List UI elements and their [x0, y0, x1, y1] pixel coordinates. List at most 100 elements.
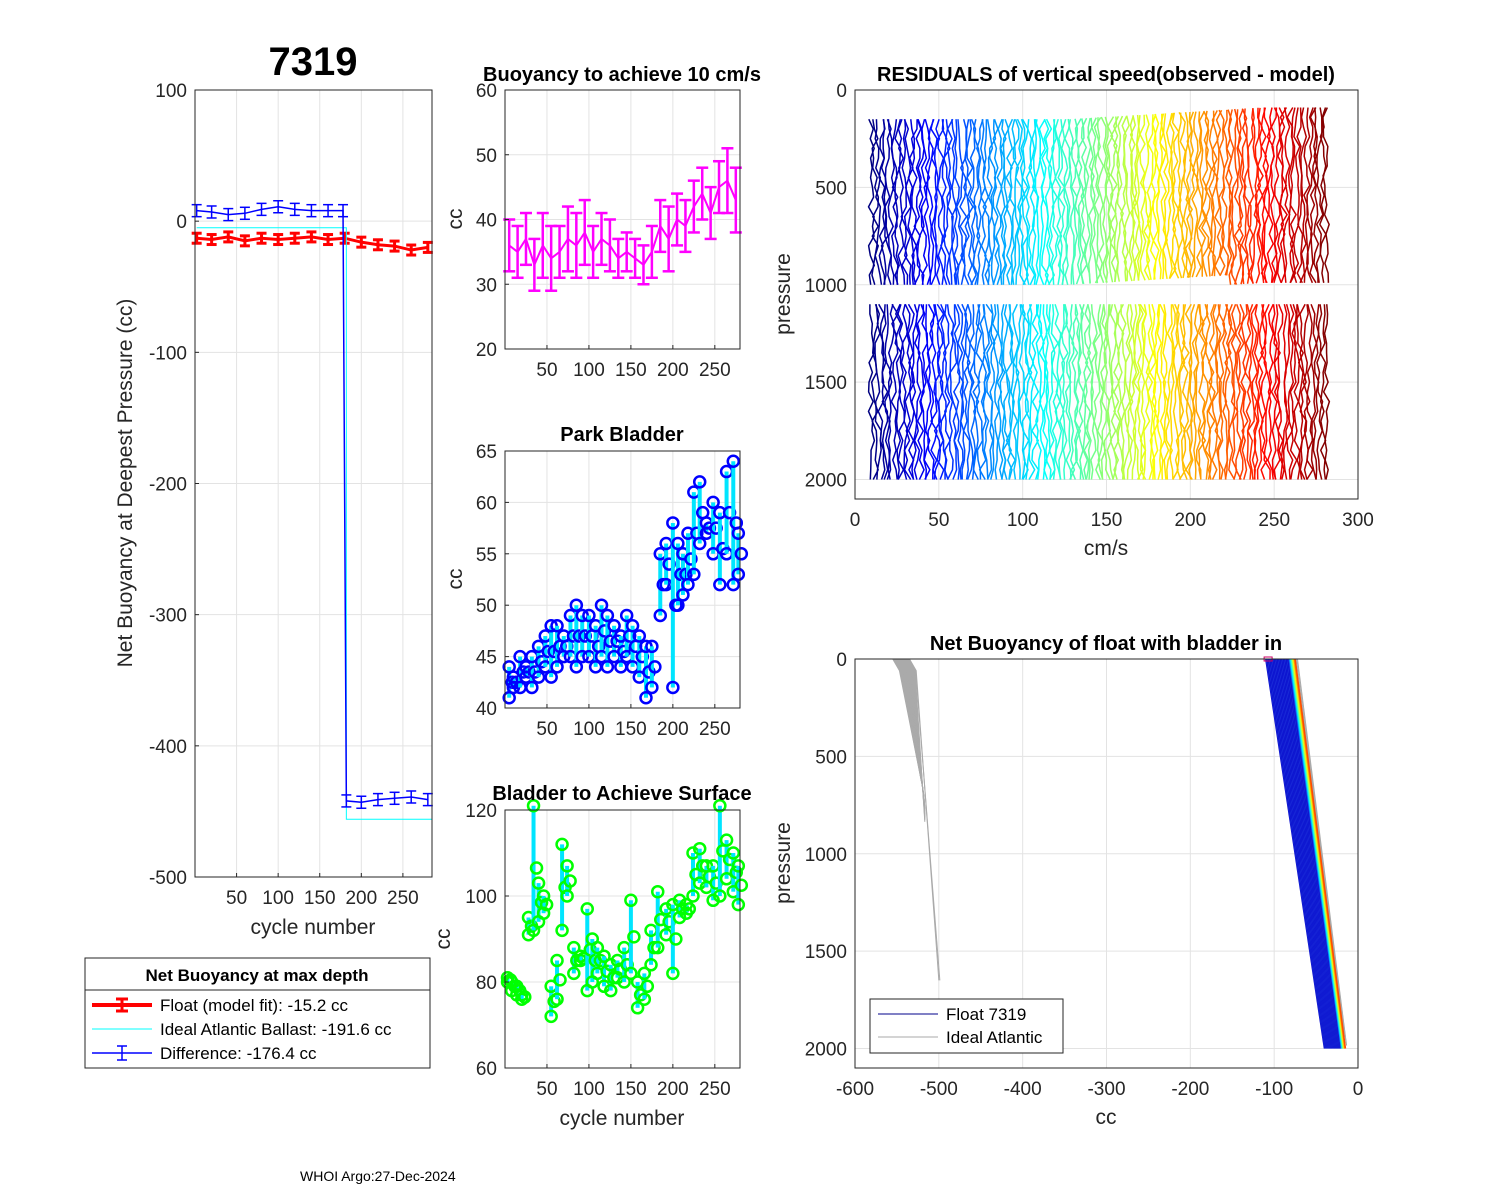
residual-profile	[959, 303, 967, 480]
residual-profile	[1070, 304, 1079, 480]
residual-profile	[1299, 107, 1308, 284]
residual-profile	[1243, 108, 1252, 284]
data-point-low	[630, 1001, 645, 1015]
tick-label-y: 100	[155, 81, 187, 102]
data-point-mid	[529, 861, 544, 875]
residual-profile	[1204, 304, 1213, 480]
residual-profile	[1136, 114, 1143, 281]
y-axis-label: pressure	[772, 822, 795, 904]
data-point-low	[651, 940, 665, 955]
residual-profile	[942, 304, 951, 480]
residual-profile	[1246, 303, 1255, 480]
residual-profile	[1090, 304, 1098, 480]
tick-label-y: 20	[476, 340, 497, 361]
residual-profile	[897, 304, 906, 480]
residual-profile	[1201, 110, 1210, 277]
tick-label-x: 150	[1091, 510, 1123, 531]
residual-profile	[1221, 109, 1229, 276]
residual-profile	[1188, 303, 1196, 480]
residual-profile	[949, 304, 958, 480]
data-point-high	[651, 884, 665, 899]
tick-label-y: 30	[476, 275, 497, 296]
data-point-high	[600, 608, 615, 623]
residual-profile	[1204, 110, 1213, 277]
tick-label-y: -200	[149, 475, 187, 496]
residual-profile	[1123, 115, 1131, 282]
residual-profile	[1014, 118, 1023, 285]
residual-profile	[920, 303, 929, 480]
residual-profile	[995, 118, 1003, 285]
residual-profile	[1306, 107, 1314, 284]
residual-profile	[916, 304, 925, 480]
data-point-high	[726, 454, 741, 469]
data-point-low	[687, 567, 701, 582]
data-point-mid	[682, 902, 697, 916]
residual-profile	[867, 304, 876, 480]
plot-area	[191, 199, 433, 820]
tick-label-x: 200	[657, 360, 689, 381]
data-point-low	[653, 608, 668, 623]
data-point-high	[692, 475, 707, 489]
residual-profile	[1263, 303, 1272, 480]
residual-profile	[887, 304, 895, 480]
residual-profile	[1299, 303, 1308, 480]
tick-label-y: 1000	[805, 845, 847, 866]
residual-profile	[1047, 304, 1056, 480]
residual-profile	[1148, 304, 1157, 480]
data-point-high	[594, 598, 609, 612]
residual-profile	[870, 304, 879, 480]
residual-profile	[920, 119, 928, 285]
tick-label-x: -400	[1004, 1079, 1042, 1100]
tick-label-x: 0	[850, 510, 861, 531]
x-axis-label: cycle number	[251, 916, 376, 939]
residual-profile	[1289, 107, 1297, 284]
residual-profile	[1188, 111, 1196, 278]
residual-profile	[953, 119, 960, 285]
residual-profile	[1234, 303, 1242, 480]
x-axis-label: cycle number	[560, 1107, 685, 1130]
legend-net-buoyancy: Net Buoyancy at max depth Float (model f…	[84, 957, 431, 1069]
tick-label-y: 45	[476, 648, 497, 669]
axis-ticks: 50 100 150 200 250 40 45 50 55 60 65	[476, 442, 731, 740]
residual-profile	[1090, 117, 1099, 284]
residual-profile	[897, 118, 906, 285]
tick-label-y: -500	[149, 868, 187, 889]
legend-title: Net Buoyancy at max depth	[146, 966, 369, 985]
tick-label-y: 50	[476, 596, 497, 617]
data-point-low	[686, 889, 700, 903]
tick-label-x: 250	[387, 888, 419, 909]
panel-bladder-surface: 50 100 150 200 250 60 80 100 120 Bladder to Achi…	[432, 783, 752, 1130]
residual-profile	[1149, 113, 1157, 280]
residual-profile	[936, 119, 945, 285]
residual-profile	[923, 119, 932, 285]
data-point-low	[544, 1009, 558, 1024]
residual-profile	[890, 303, 899, 480]
data-point-low	[726, 577, 741, 592]
y-axis-label: cc	[444, 209, 467, 230]
grid	[195, 89, 432, 878]
data-point-mid	[729, 865, 744, 880]
legend-profile: Float 7319 Ideal Atlantic	[869, 998, 1064, 1054]
tick-label-x: 150	[304, 888, 336, 909]
plot-area	[503, 147, 742, 292]
tick-label-y: 55	[476, 545, 497, 566]
residual-profile	[1028, 304, 1036, 480]
y-axis-label: cc	[444, 569, 467, 590]
axis-ticks: -600 -500 -400 -300 -200 -100 0 0 500 1000 1500 200…	[805, 650, 1364, 1100]
legend-label: Ideal Atlantic Ballast: -191.6 cc	[160, 1020, 392, 1039]
data-point-low	[692, 536, 707, 551]
data-point-low	[567, 966, 581, 981]
residual-profile	[929, 304, 938, 480]
residual-profile	[989, 304, 996, 480]
residual-profile	[986, 119, 994, 285]
residual-profile	[1263, 107, 1271, 283]
data-point-high	[719, 833, 734, 847]
residual-profile	[1316, 304, 1324, 480]
residual-profile	[1286, 304, 1295, 480]
data-point-mid	[563, 874, 577, 888]
data-point-high	[555, 837, 569, 852]
data-point-low	[544, 670, 558, 684]
data-point-high	[550, 619, 564, 633]
residual-profile	[1044, 118, 1053, 286]
panel-buoyancy-10cms: 50 100 150 200 250 20 30 40 50 60 Buoyancy to ach…	[444, 64, 761, 381]
